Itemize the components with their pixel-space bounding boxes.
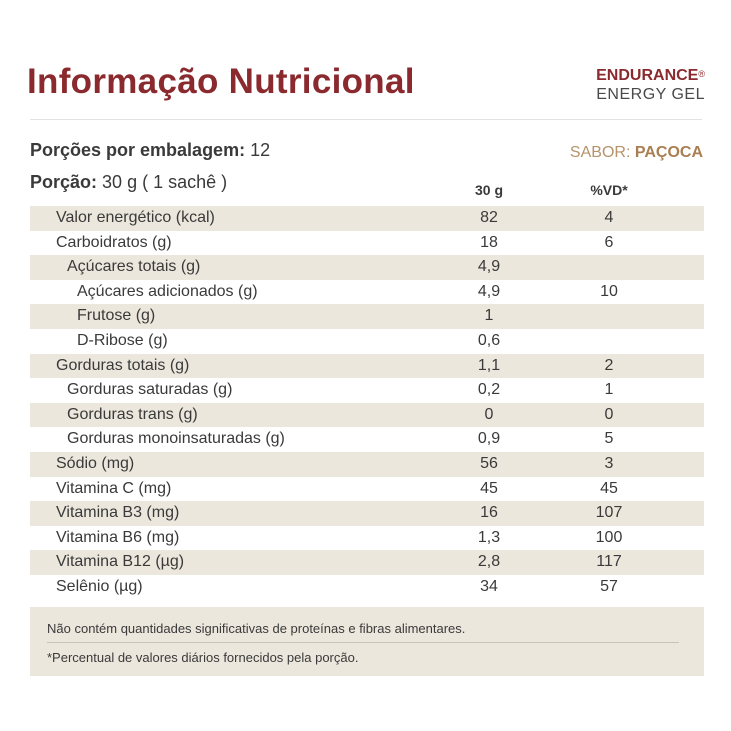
- nutrient-name: Gorduras totais (g): [56, 356, 190, 374]
- table-row: Vitamina B12 (µg) 2,8 117: [30, 550, 704, 575]
- brand-block: ENDURANCE® ENERGY GEL: [596, 66, 705, 104]
- flavor: SABOR: PAÇOCA: [570, 144, 703, 162]
- flavor-value: PAÇOCA: [634, 144, 703, 161]
- nutrient-name: Selênio (µg): [56, 577, 143, 595]
- table-row: Vitamina B3 (mg) 16 107: [30, 501, 704, 526]
- table-row: Valor energético (kcal) 82 4: [30, 206, 704, 231]
- nutrient-quantity: 56: [480, 454, 498, 472]
- nutrient-daily-value: 6: [604, 233, 614, 251]
- footer-notes: Não contém quantidades significativas de…: [30, 607, 704, 676]
- nutrient-name: Vitamina B3 (mg): [56, 504, 180, 522]
- nutrient-name: Vitamina B6 (mg): [56, 528, 180, 546]
- column-header-qty: 30 g: [474, 182, 503, 198]
- header-divider: [30, 119, 702, 120]
- nutrition-table: Valor energético (kcal) 82 4 Carboidratos (…: [30, 206, 704, 600]
- nutrient-name: Valor energético (kcal): [56, 209, 215, 226]
- nutrient-quantity: 82: [480, 209, 498, 226]
- table-row: Carboidratos (g) 18 6: [30, 231, 704, 256]
- nutrient-name: Frutose (g): [77, 307, 156, 325]
- table-row: Gorduras totais (g) 1,1 2: [30, 353, 704, 379]
- nutrient-quantity: 18: [480, 233, 498, 251]
- nutrient-name: Carboidratos (g): [56, 233, 172, 251]
- nutrient-daily-value: 117: [596, 553, 622, 571]
- table-row: Gorduras monoinsaturadas (g) 0,9 5: [30, 427, 704, 452]
- brand-subtitle: ENERGY GEL: [596, 86, 705, 103]
- nutrient-daily-value: 5: [604, 430, 614, 448]
- registered-mark: ®: [698, 69, 705, 79]
- nutrient-quantity: 34: [480, 577, 498, 595]
- nutrient-daily-value: 3: [604, 454, 614, 472]
- nutrient-quantity: 0,6: [477, 331, 501, 349]
- table-row: D-Ribose (g) 0,6: [30, 329, 704, 354]
- brand-name: ENDURANCE®: [596, 66, 705, 85]
- page-title: Informação Nutricional: [27, 62, 415, 101]
- table-row: Vitamina B6 (mg) 1,3 100: [30, 526, 704, 551]
- portion-size: Porção: 30 g ( 1 sachê ): [30, 172, 227, 193]
- nutrient-quantity: 0,2: [477, 381, 501, 399]
- table-row: Açúcares totais (g) 4,9: [30, 255, 704, 280]
- nutrient-quantity: 1,1: [477, 356, 501, 374]
- table-row: Selênio (µg) 34 57: [30, 575, 704, 600]
- nutrient-name: Gorduras trans (g): [67, 405, 198, 423]
- flavor-label: SABOR:: [569, 144, 631, 161]
- footer-divider: [47, 642, 679, 643]
- nutrient-quantity: 16: [480, 504, 498, 522]
- table-row: Sódio (mg) 56 3: [30, 451, 704, 477]
- table-row: Gorduras trans (g) 0 0: [30, 402, 704, 428]
- nutrient-quantity: 2,8: [477, 553, 501, 571]
- nutrient-daily-value: 100: [595, 528, 623, 546]
- portion-value: 30 g ( 1 sachê ): [102, 172, 228, 192]
- portion-label: Porção:: [30, 172, 98, 192]
- nutrient-daily-value: 2: [604, 356, 614, 374]
- nutrient-name: Vitamina C (mg): [56, 479, 172, 497]
- table-row: Gorduras saturadas (g) 0,2 1: [30, 378, 704, 403]
- nutrient-quantity: 1,3: [477, 528, 501, 546]
- table-row: Frutose (g) 1: [30, 304, 704, 329]
- nutrient-daily-value: 1: [604, 381, 614, 399]
- brand-name-text: ENDURANCE: [596, 67, 699, 84]
- servings-per-package: Porções por embalagem: 12: [30, 140, 270, 161]
- nutrient-daily-value: 107: [595, 504, 623, 522]
- nutrient-quantity: 4,9: [477, 258, 501, 276]
- footer-note-daily-values: *Percentual de valores diários fornecido…: [47, 650, 359, 665]
- nutrient-quantity: 1: [484, 307, 494, 325]
- nutrient-name: Sódio (mg): [56, 454, 135, 472]
- nutrient-name: D-Ribose (g): [77, 331, 168, 349]
- servings-label: Porções por embalagem:: [30, 140, 246, 160]
- nutrient-name: Açúcares totais (g): [67, 258, 201, 276]
- column-header-vd: %VD*: [590, 182, 628, 198]
- nutrient-quantity: 0: [484, 405, 494, 423]
- nutrient-daily-value: 4: [604, 209, 614, 226]
- nutrient-daily-value: 57: [600, 577, 618, 595]
- table-row: Vitamina C (mg) 45 45: [30, 477, 704, 502]
- nutrient-name: Gorduras monoinsaturadas (g): [67, 430, 285, 448]
- servings-value: 12: [250, 140, 271, 160]
- nutrient-quantity: 45: [480, 479, 498, 497]
- nutrient-name: Vitamina B12 (µg): [56, 553, 185, 571]
- nutrient-daily-value: 45: [600, 479, 618, 497]
- footer-note-nutrients: Não contém quantidades significativas de…: [47, 621, 466, 636]
- nutrient-daily-value: 0: [604, 405, 614, 423]
- nutrient-name: Açúcares adicionados (g): [77, 282, 258, 300]
- nutrient-name: Gorduras saturadas (g): [67, 381, 233, 399]
- nutrient-quantity: 4,9: [477, 282, 501, 300]
- nutrient-daily-value: 10: [600, 282, 618, 300]
- nutrient-quantity: 0,9: [477, 430, 501, 448]
- table-row: Açúcares adicionados (g) 4,9 10: [30, 280, 704, 305]
